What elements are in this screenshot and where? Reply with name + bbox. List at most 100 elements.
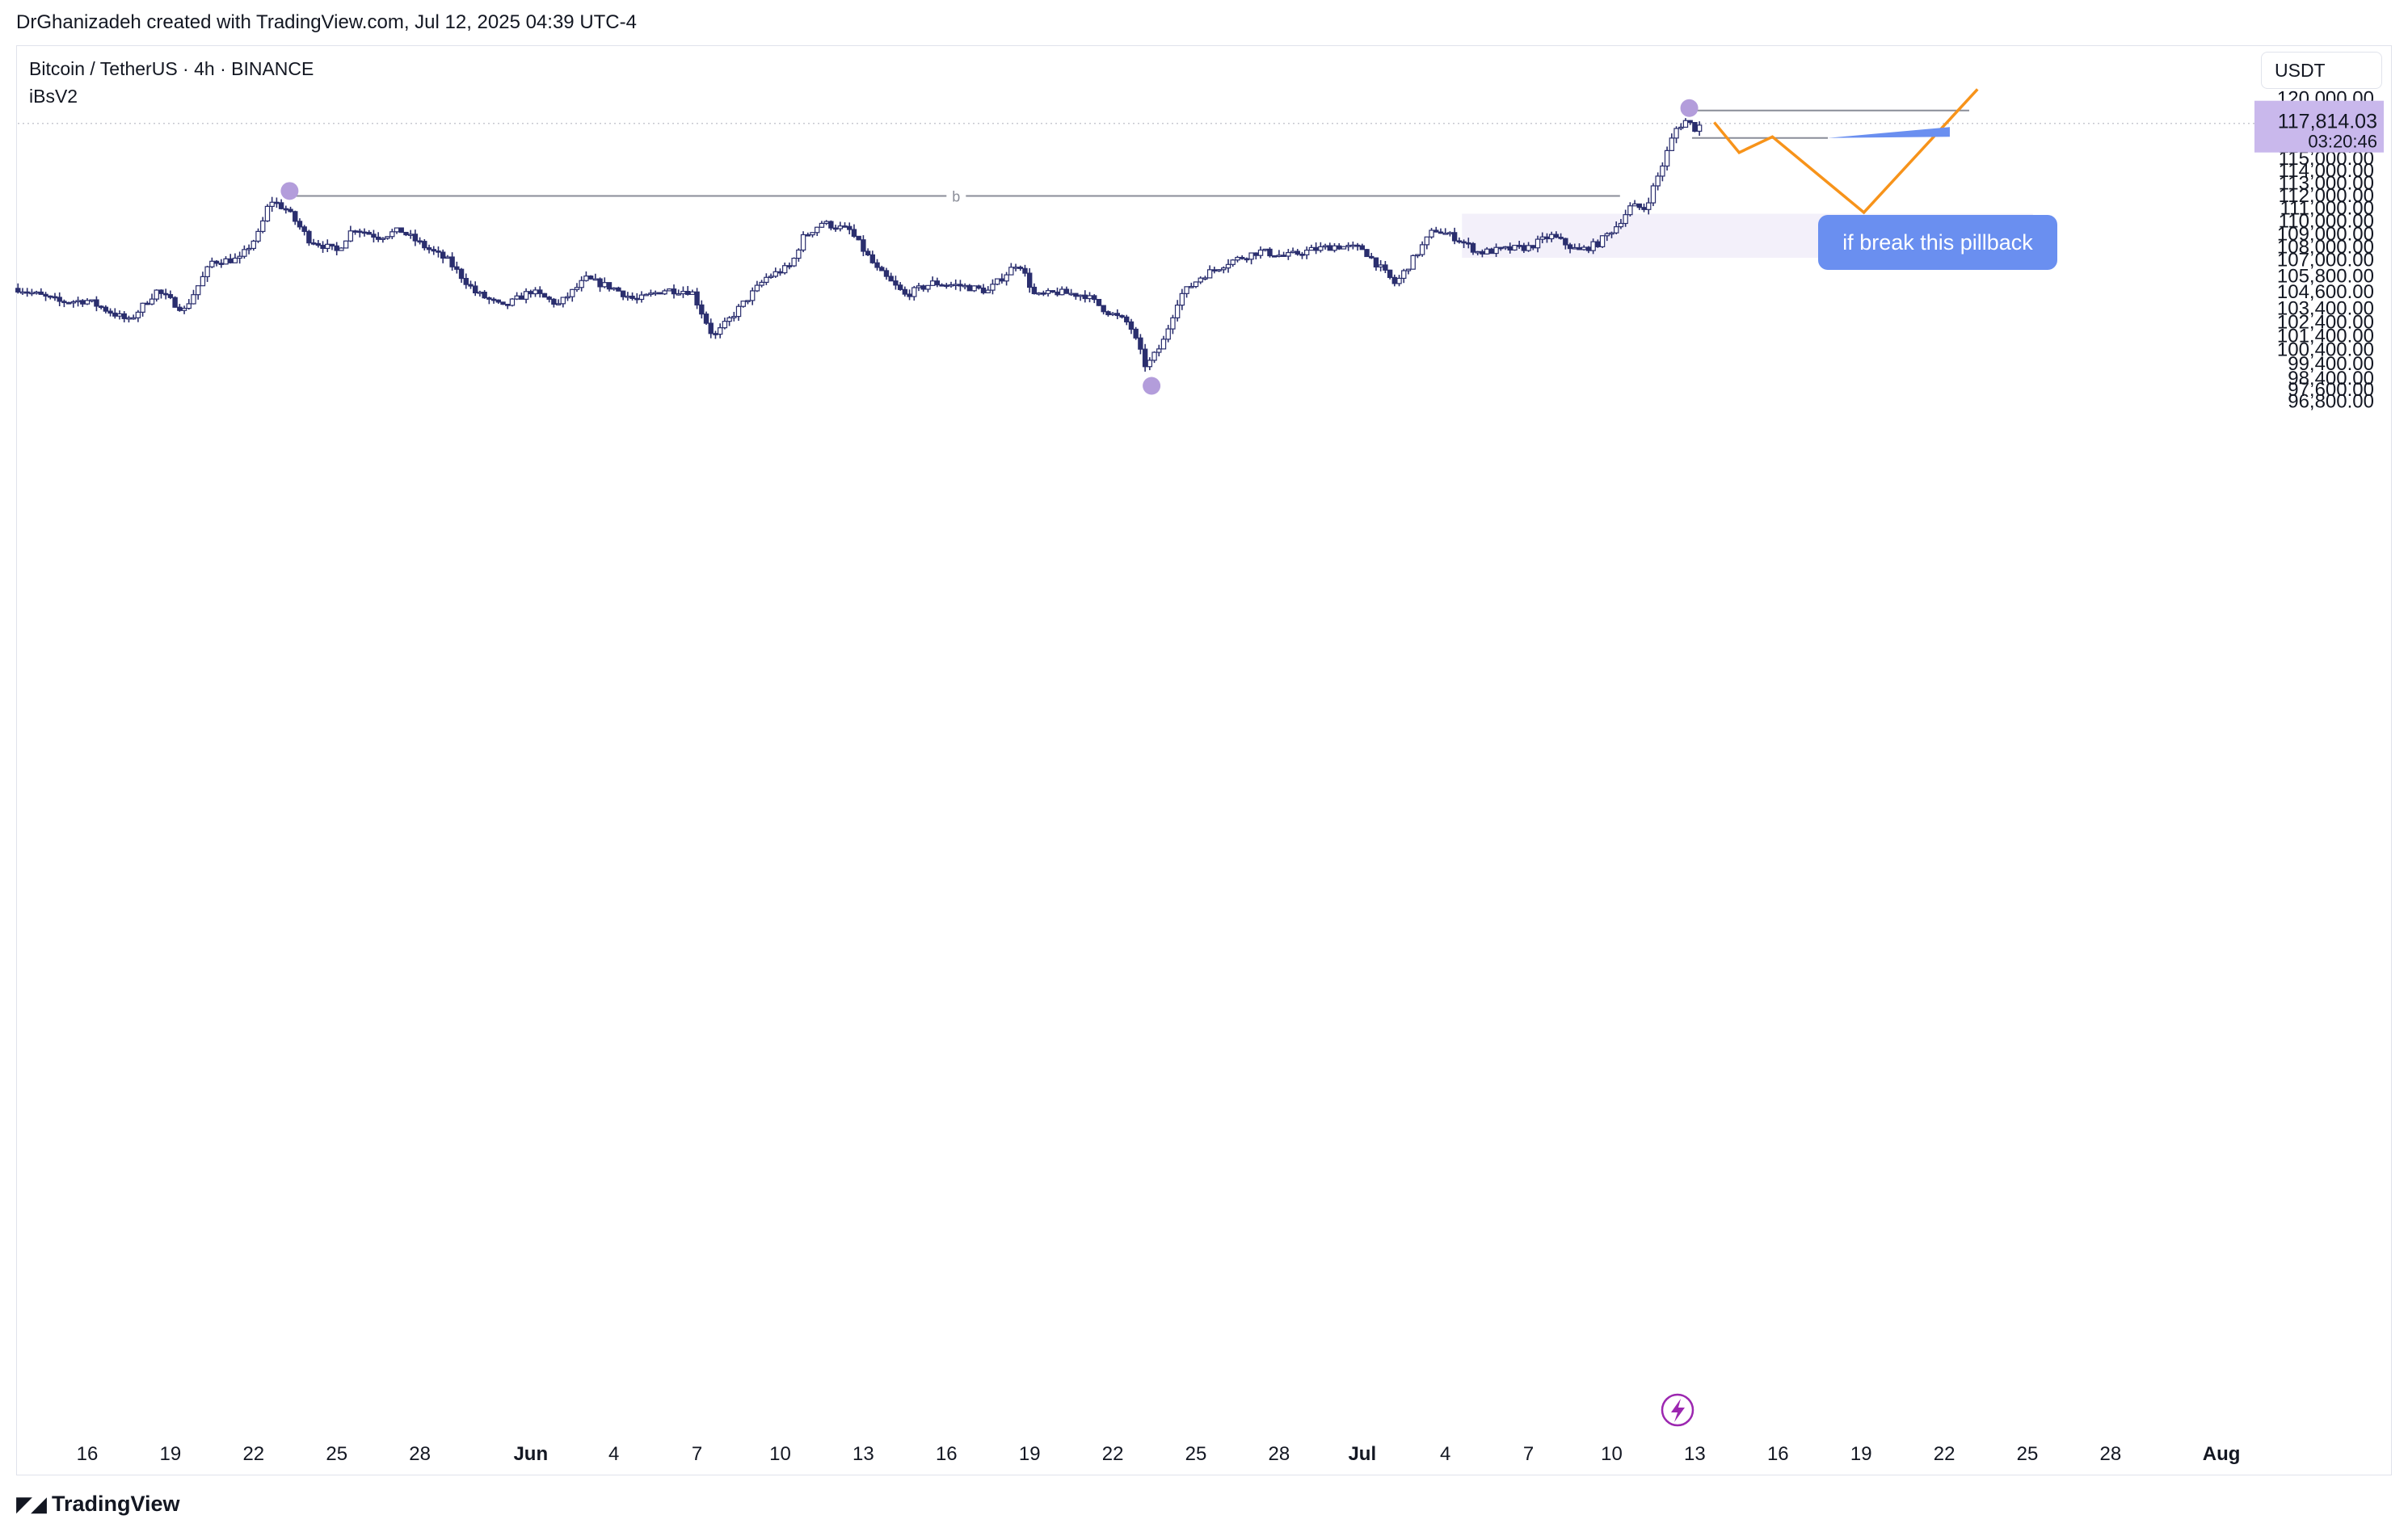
candle-body <box>1396 277 1402 284</box>
candle <box>177 304 183 312</box>
candle <box>1354 242 1361 251</box>
time-axis[interactable]: 16 19 22 25 28 Jun 4 7 10 13 16 19 22 25 28 Jul 4 7 10 13 16… <box>77 1443 2241 1465</box>
candle-body <box>929 280 936 286</box>
lightning-icon[interactable] <box>1661 1393 1694 1427</box>
candle-body <box>366 232 372 235</box>
candle-body <box>1114 313 1121 317</box>
candle-body <box>1498 246 1504 250</box>
candle-body <box>782 265 788 274</box>
indicator-legend[interactable]: iBsV2 <box>29 86 78 107</box>
candle-body <box>1160 339 1167 350</box>
candle <box>325 239 330 252</box>
price-tick-label: 109,000.00 <box>2277 223 2374 245</box>
candle <box>274 197 280 208</box>
candle-body <box>1239 256 1245 259</box>
candle-body <box>1179 293 1185 306</box>
candle <box>1391 274 1398 287</box>
candle-body <box>61 301 67 304</box>
time-tick-label: 13 <box>1684 1443 1706 1465</box>
candle-body <box>638 294 645 301</box>
candle <box>1128 318 1135 335</box>
candle <box>1512 245 1518 251</box>
tradingview-logo-text: TradingView <box>52 1492 180 1516</box>
candle <box>680 286 686 298</box>
candle <box>288 206 293 213</box>
candle-body <box>1318 246 1324 251</box>
candle <box>684 285 691 296</box>
candle-body <box>246 247 252 250</box>
candle <box>158 289 164 299</box>
candle <box>1678 123 1684 131</box>
candle-body <box>1364 249 1370 258</box>
candle <box>1202 276 1208 280</box>
candle-body <box>426 247 432 250</box>
forecast-layer <box>1713 88 1979 215</box>
time-tick-label: Aug <box>2203 1443 2241 1465</box>
candle-body <box>648 293 654 295</box>
candle-body <box>1660 165 1665 177</box>
currency-button[interactable]: USDT <box>2261 52 2382 89</box>
candle-body <box>343 240 349 249</box>
tradingview-logo[interactable]: ◤◢ TradingView <box>16 1492 180 1517</box>
candle <box>38 288 44 295</box>
candle <box>759 280 764 288</box>
candle <box>495 299 501 304</box>
candle-body <box>916 285 922 288</box>
candle-body <box>643 293 649 297</box>
candle-body <box>1664 149 1670 167</box>
candle-body <box>228 258 234 263</box>
candle <box>611 287 617 291</box>
candle <box>1387 269 1393 280</box>
last-price-tag[interactable] <box>2254 100 2384 153</box>
time-tick-label: 7 <box>1523 1443 1534 1465</box>
candle <box>394 227 400 234</box>
candle-body <box>1299 254 1305 256</box>
candle <box>89 299 95 303</box>
candle <box>1696 121 1703 137</box>
candle-body <box>703 314 709 324</box>
candle-body <box>140 302 145 313</box>
candle-body <box>953 284 958 287</box>
candle-body <box>1253 252 1259 256</box>
candle-body <box>1433 229 1439 233</box>
candle-body <box>1267 248 1273 257</box>
price-axis[interactable]: 120,000.00119,000.00118,000.00117,000.00… <box>2254 88 2384 413</box>
candle <box>1401 268 1407 284</box>
candle-body <box>1475 250 1480 254</box>
candle <box>107 308 113 317</box>
candle <box>754 280 760 293</box>
candle-body <box>519 295 524 300</box>
candle-body <box>745 300 751 302</box>
candle-body <box>754 284 760 292</box>
candle-body <box>65 301 72 305</box>
candle <box>80 299 86 307</box>
candle-body <box>398 227 404 234</box>
candle <box>1332 243 1337 253</box>
candle <box>708 318 714 339</box>
symbol-legend[interactable]: Bitcoin / TetherUS · 4h · BINANCE <box>29 58 314 79</box>
candle-body <box>1516 245 1522 247</box>
candle <box>1073 293 1079 300</box>
candle-body <box>361 231 368 234</box>
candle <box>84 298 91 305</box>
candle <box>819 221 825 228</box>
candle <box>52 293 58 301</box>
candle-body <box>883 270 890 277</box>
candle-body <box>1631 203 1638 207</box>
candle <box>112 308 118 319</box>
time-tick-label: 10 <box>769 1443 791 1465</box>
candle <box>800 231 806 253</box>
candle-body <box>172 297 178 308</box>
candle <box>1225 259 1231 273</box>
candle-body <box>339 247 344 251</box>
candle <box>565 292 570 301</box>
candle-body <box>1211 269 1218 271</box>
candle-body <box>847 225 852 230</box>
candle-body <box>278 202 284 209</box>
candle <box>130 314 137 320</box>
candle-body <box>523 291 529 300</box>
candle <box>671 284 677 299</box>
tradingview-logo-icon: ◤◢ <box>16 1492 47 1516</box>
candle-body <box>288 208 293 213</box>
